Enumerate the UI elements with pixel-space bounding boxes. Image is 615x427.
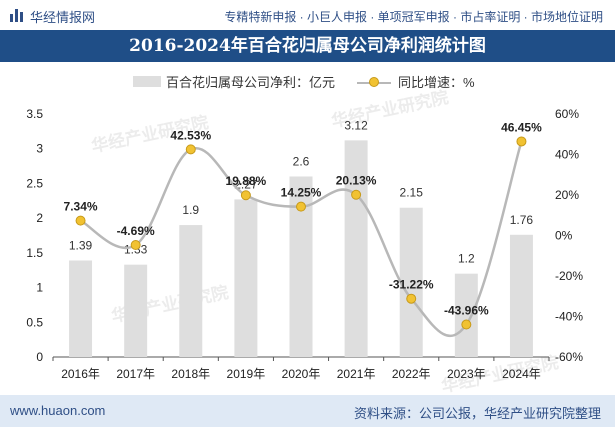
- footer-source: 资料来源：公司公报，华经产业研究院整理: [353, 406, 601, 421]
- y-left-tick-label: 0.5: [26, 315, 43, 329]
- bar-value-label: 2.27: [234, 177, 258, 191]
- bar: [344, 140, 368, 357]
- y-left-tick-label: 2: [36, 211, 43, 225]
- x-tick-label: 2016年: [61, 367, 100, 381]
- growth-marker: [240, 190, 251, 201]
- growth-value-label: -31.22%: [389, 278, 434, 292]
- growth-value-label: -43.96%: [444, 304, 489, 318]
- y-left-tick-label: 0: [36, 350, 43, 364]
- site-name[interactable]: 华经情报网: [30, 10, 96, 25]
- y-left-tick-label: 3.5: [26, 107, 43, 121]
- y-right-tick-label: 20%: [555, 188, 579, 202]
- growth-marker: [406, 293, 417, 304]
- x-tick-label: 2019年: [227, 367, 266, 381]
- legend-line-label: 同比增速：%: [398, 75, 475, 90]
- growth-marker: [296, 201, 306, 212]
- growth-marker: [130, 239, 141, 250]
- growth-marker: [461, 319, 472, 330]
- growth-value-label: -4.69%: [117, 224, 155, 238]
- growth-value-label: 42.53%: [170, 128, 211, 142]
- bar-value-label: 1.39: [69, 238, 93, 252]
- growth-value-label: 20.13%: [336, 174, 377, 188]
- chart-legend: 百合花归属母公司净利：亿元 同比增速：%: [0, 66, 615, 92]
- bar-value-label: 1.9: [182, 203, 199, 217]
- y-right-tick-label: 60%: [555, 107, 579, 121]
- x-tick-label: 2018年: [171, 367, 210, 381]
- y-right-tick-label: -20%: [555, 269, 583, 283]
- growth-value-label: 19.88%: [226, 174, 267, 188]
- x-tick-label: 2024年: [502, 367, 541, 381]
- bar: [234, 199, 258, 357]
- top-bar: 华经情报网 专精特新申报 · 小巨人申报 · 单项冠军申报 · 市占率证明 · …: [0, 0, 615, 30]
- footer: www.huaon.com 资料来源：公司公报，华经产业研究院整理: [0, 395, 615, 427]
- bar-value-label: 1.76: [510, 213, 534, 227]
- growth-value-label: 14.25%: [281, 186, 322, 200]
- y-right-tick-label: -60%: [555, 350, 583, 364]
- x-tick-label: 2022年: [392, 367, 431, 381]
- chart-title: 2016-2024年百合花归属母公司净利润统计图: [129, 36, 486, 56]
- legend-line-marker: [369, 77, 379, 87]
- bar-value-label: 3.12: [344, 118, 368, 132]
- y-left-tick-label: 3: [36, 142, 43, 156]
- bar: [509, 234, 533, 357]
- x-tick-label: 2021年: [337, 367, 376, 381]
- x-tick-label: 2023年: [447, 367, 486, 381]
- growth-marker: [75, 215, 86, 226]
- growth-marker: [351, 189, 362, 200]
- services-links[interactable]: 专精特新申报 · 小巨人申报 · 单项冠军申报 · 市占率证明 · 市场地位证明: [224, 10, 603, 24]
- growth-marker: [516, 136, 527, 147]
- legend-bar-label: 百合花归属母公司净利：亿元: [166, 75, 336, 90]
- bar-value-label: 2.6: [293, 154, 310, 168]
- bar-value-label: 2.15: [400, 186, 424, 200]
- bar: [399, 207, 423, 357]
- bar: [69, 260, 93, 357]
- y-right-tick-label: 0%: [555, 229, 573, 243]
- footer-url[interactable]: www.huaon.com: [10, 403, 106, 418]
- bar-value-label: 1.2: [458, 252, 475, 266]
- bar-chart-icon: [10, 9, 23, 22]
- bar: [124, 264, 148, 357]
- y-right-tick-label: 40%: [555, 148, 579, 162]
- legend-bar-swatch: [133, 76, 161, 87]
- x-tick-label: 2020年: [282, 367, 321, 381]
- growth-value-label: 46.45%: [501, 120, 542, 134]
- bar: [179, 225, 203, 357]
- growth-marker: [185, 144, 196, 155]
- bar: [289, 176, 313, 357]
- y-left-tick-label: 2.5: [26, 176, 43, 190]
- title-bar: 2016-2024年百合花归属母公司净利润统计图: [0, 30, 615, 62]
- x-tick-label: 2017年: [116, 367, 155, 381]
- y-right-tick-label: -40%: [555, 310, 583, 324]
- bar: [454, 273, 478, 357]
- y-left-tick-label: 1: [36, 281, 43, 295]
- y-left-tick-label: 1.5: [26, 246, 43, 260]
- growth-value-label: 7.34%: [64, 200, 98, 214]
